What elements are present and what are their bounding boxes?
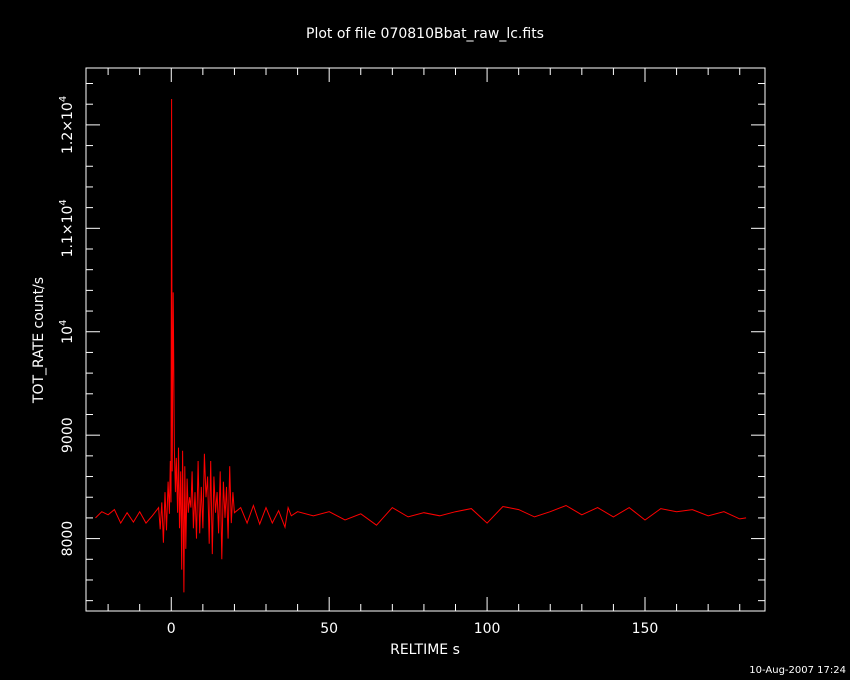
x-axis-label: RELTIME s [390,642,460,658]
plot-frame [85,67,766,612]
timestamp: 10-Aug-2007 17:24 [749,665,846,676]
y-tick-label: 1.1×104 [58,199,76,257]
y-tick-label: 1.2×104 [58,96,76,154]
x-tick-label: 150 [632,621,659,637]
x-tick-label: 100 [474,621,501,637]
x-tick-label: 0 [167,621,176,637]
y-tick-label: 104 [58,320,76,344]
light-curve-line [95,98,747,593]
y-axis-label: TOT_RATE count/s [31,277,47,404]
y-tick-label: 8000 [60,521,76,557]
x-tick-label: 50 [320,621,338,637]
y-tick-label: 9000 [60,417,76,453]
axis-ticks [86,68,765,611]
tick-labels: 0 50 100 150 8000 9000 104 1.1×104 1.2×104 [58,96,658,637]
chart-title: Plot of file 070810Bbat_raw_lc.fits [306,26,544,42]
